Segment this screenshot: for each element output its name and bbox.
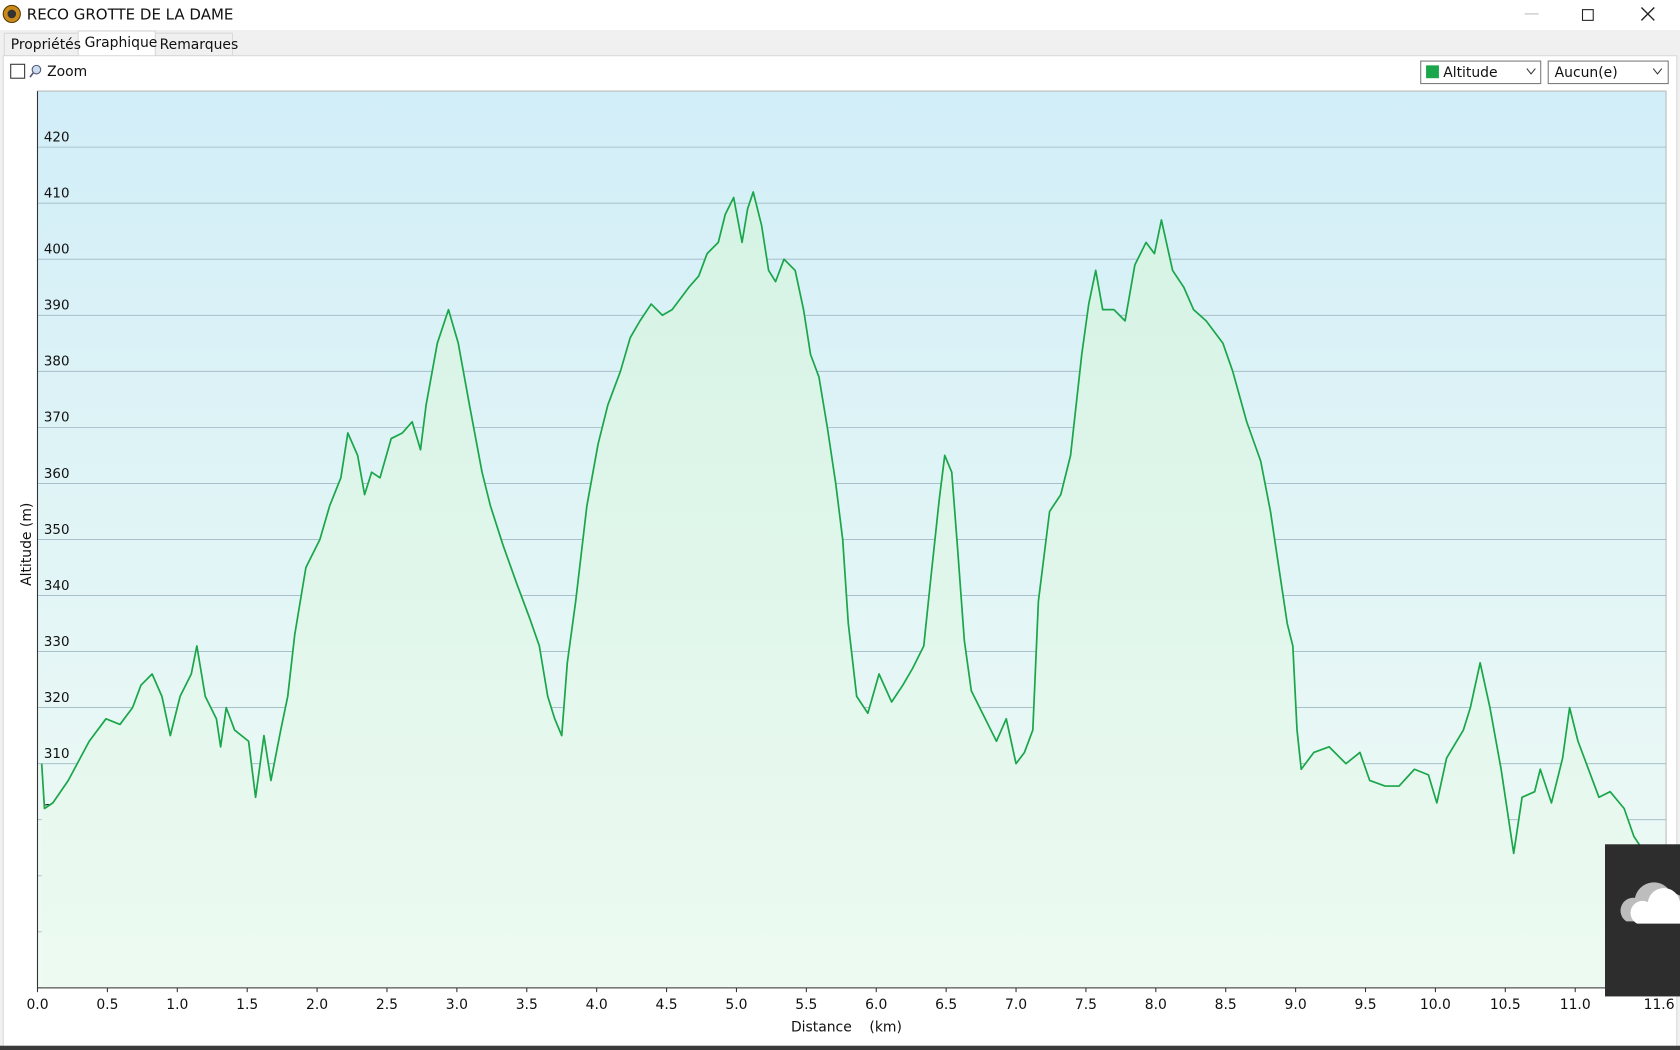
y-tick-label: 400 [44, 243, 70, 258]
y-axis-label: Altitude (m) [19, 503, 35, 586]
x-tick-label: 6.5 [935, 997, 957, 1013]
title-bar [0, 0, 1680, 30]
maximize-button[interactable] [1581, 9, 1594, 21]
dropdown-arrow [1652, 68, 1663, 75]
y-tick-label: 330 [44, 635, 70, 650]
x-tick-label: 10.0 [1420, 997, 1451, 1013]
x-tick-label: 2.0 [306, 997, 328, 1013]
x-tick-label: 3.5 [516, 997, 538, 1013]
window-title: RECO GROTTE DE LA DAME [27, 6, 234, 24]
x-tick-label: 5.0 [725, 997, 747, 1013]
x-tick-label: 10.5 [1490, 997, 1521, 1013]
dropdown-arrow [1526, 68, 1536, 75]
zoom-checkbox[interactable] [10, 63, 26, 79]
tab-label: Propriétés [11, 37, 81, 53]
x-tick-label: 7.5 [1075, 997, 1097, 1013]
x-tick-label: 6.0 [865, 997, 887, 1013]
x-tick-label: 1.0 [166, 997, 188, 1013]
zoom-icon [31, 64, 42, 75]
x-tick-label: 0.5 [96, 997, 118, 1013]
zoom-icon-handle [29, 72, 34, 78]
y-tick-label: 410 [44, 187, 70, 202]
y-tick-label: 390 [44, 299, 70, 314]
chart: Altitude (m) Distance (km) 2802903003103… [19, 90, 1675, 1036]
x-axis-label: Distance (km) [791, 1020, 902, 1036]
x-tick-label: 4.0 [586, 997, 608, 1013]
series-swatch [1426, 65, 1439, 79]
x-tick-label: 5.5 [795, 997, 817, 1013]
y-tick-label: 320 [44, 691, 70, 706]
tab-label: Graphique [85, 35, 158, 51]
close-button[interactable] [1640, 7, 1655, 21]
x-tick-label: 2.5 [376, 997, 398, 1013]
x-tick-label: 8.0 [1145, 997, 1167, 1013]
x-tick-label: 8.5 [1215, 997, 1237, 1013]
x-tick-label: 1.5 [236, 997, 258, 1013]
zoom-label: Zoom [47, 64, 87, 80]
secondary-select-value: Aucun(e) [1555, 65, 1618, 81]
cloud-icon [1630, 888, 1680, 924]
x-tick-label: 9.0 [1285, 997, 1307, 1013]
tab-label: Remarques [160, 37, 239, 53]
y-tick-label: 340 [44, 579, 70, 594]
x-tick-label: 11.0 [1560, 997, 1591, 1013]
x-tick-label: 7.0 [1005, 997, 1027, 1013]
x-tick-label: 4.5 [655, 997, 677, 1013]
series-name: Altitude [1443, 65, 1497, 81]
series-dropdown[interactable] [1420, 60, 1542, 85]
x-tick-label: 9.5 [1354, 997, 1376, 1013]
x-tick-label: 0.0 [26, 997, 48, 1013]
secondary-dropdown[interactable] [1547, 60, 1669, 85]
line [40, 191, 1663, 871]
area [41, 191, 1662, 988]
x-tick-label: 11.6 [1644, 997, 1675, 1013]
y-tick-label: 420 [44, 130, 70, 145]
bottom-edge [0, 1045, 1680, 1050]
y-tick-label: 360 [44, 467, 70, 482]
y-tick-label: 310 [44, 747, 70, 762]
app-icon-core [7, 9, 17, 19]
x-tick-label: 3.0 [446, 997, 468, 1013]
y-tick-label: 380 [44, 355, 70, 370]
y-tick-label: 350 [44, 523, 70, 538]
y-tick-label: 370 [44, 411, 70, 426]
